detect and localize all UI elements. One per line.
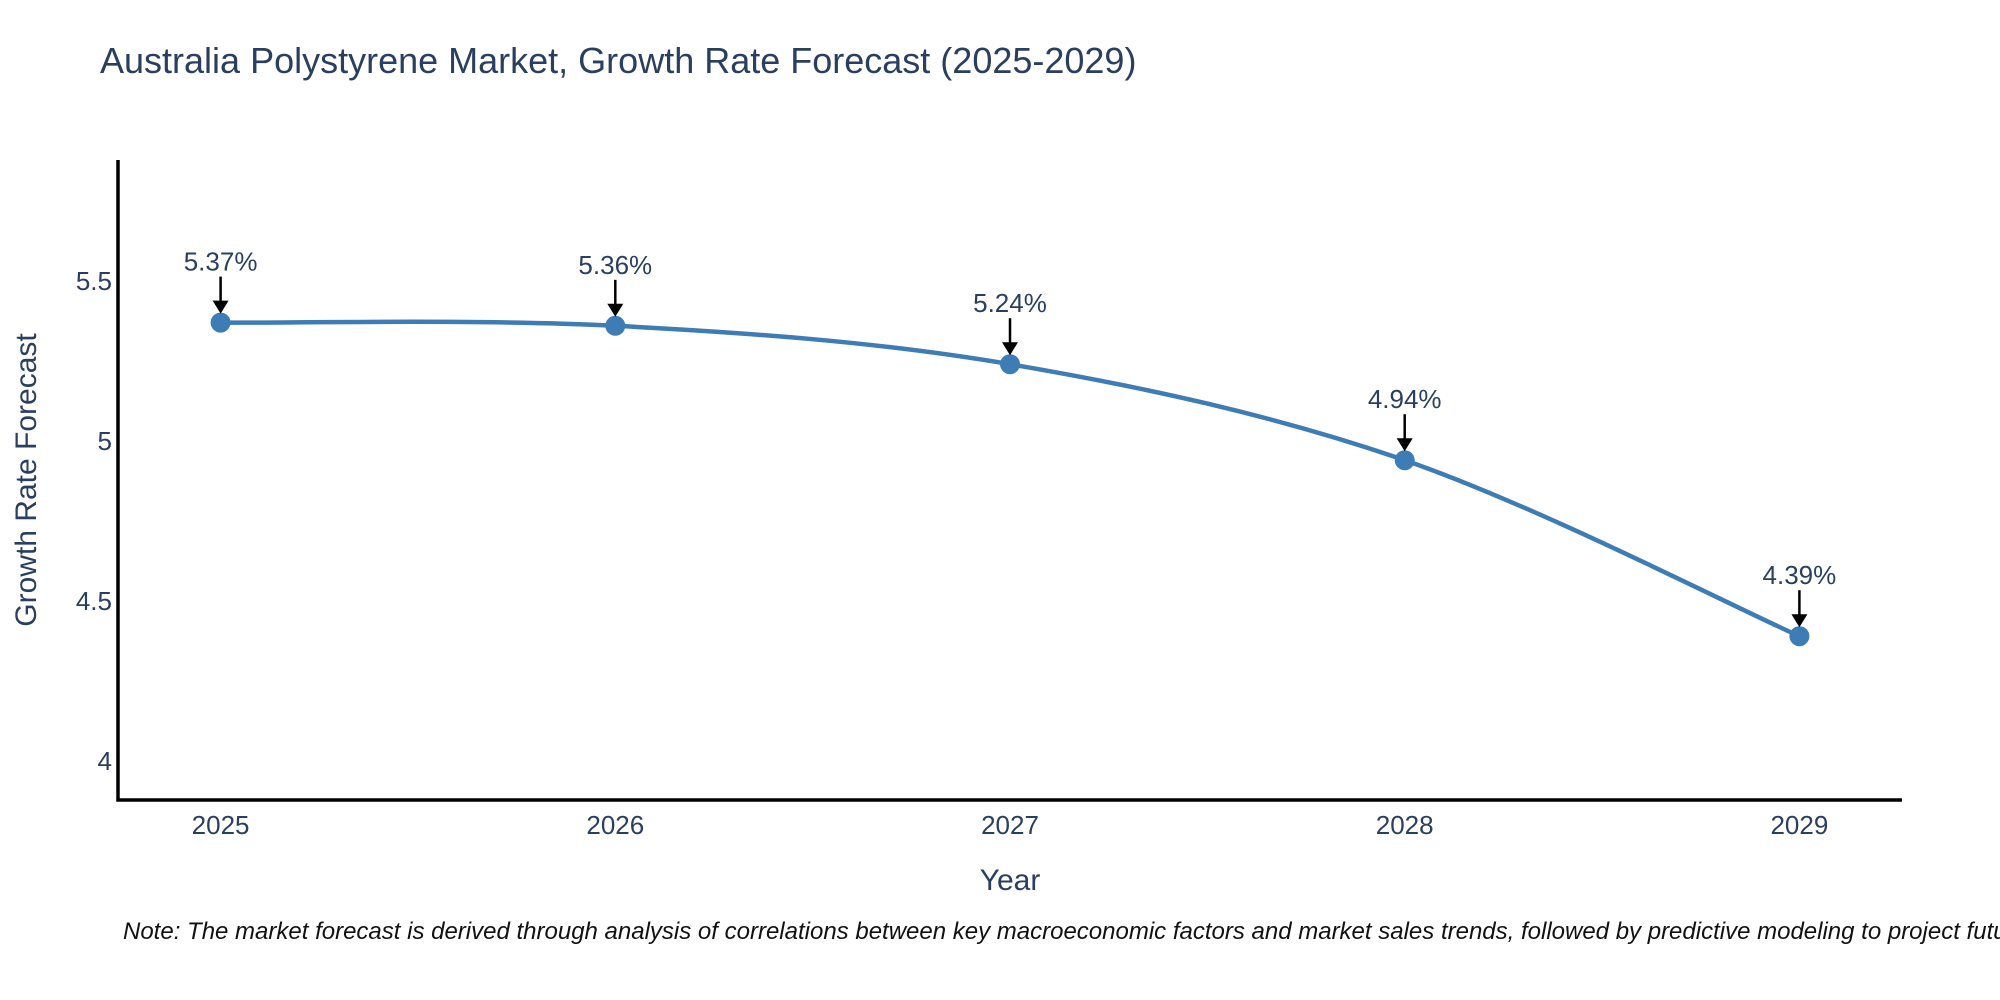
footnote: Note: The market forecast is derived thr… xyxy=(123,918,2000,945)
y-tick-label: 5 xyxy=(98,426,112,456)
y-tick-label: 5.5 xyxy=(76,266,112,296)
data-point-label: 5.24% xyxy=(973,288,1047,318)
annotation-arrow-head-icon xyxy=(1002,342,1018,356)
x-tick-label: 2025 xyxy=(192,810,250,840)
data-point-label: 5.36% xyxy=(578,250,652,280)
annotation-arrow-head-icon xyxy=(1791,614,1808,628)
y-tick-label: 4.5 xyxy=(76,586,112,616)
data-point-marker[interactable] xyxy=(1394,450,1415,471)
x-tick-label: 2027 xyxy=(981,810,1039,840)
data-point-marker[interactable] xyxy=(605,315,626,336)
x-tick-label: 2028 xyxy=(1376,810,1434,840)
data-point-marker[interactable] xyxy=(1000,354,1020,375)
data-point-label: 4.39% xyxy=(1763,560,1837,590)
annotation-arrow-head-icon xyxy=(607,303,624,317)
chart-title: Australia Polystyrene Market, Growth Rat… xyxy=(100,40,1137,81)
data-point-label: 4.94% xyxy=(1368,384,1442,414)
data-point-marker[interactable] xyxy=(210,312,231,333)
y-axis-title: Growth Rate Forecast xyxy=(10,333,43,627)
x-axis-title: Year xyxy=(979,864,1041,897)
y-tick-label: 4 xyxy=(98,746,112,776)
x-tick-label: 2026 xyxy=(586,810,644,840)
data-point-label: 5.37% xyxy=(184,247,258,277)
data-point-marker[interactable] xyxy=(1789,626,1810,647)
x-tick-label: 2029 xyxy=(1770,810,1828,840)
annotation-arrow-head-icon xyxy=(212,300,229,314)
annotation-arrow-head-icon xyxy=(1396,438,1413,452)
axis-lines xyxy=(116,160,1902,802)
